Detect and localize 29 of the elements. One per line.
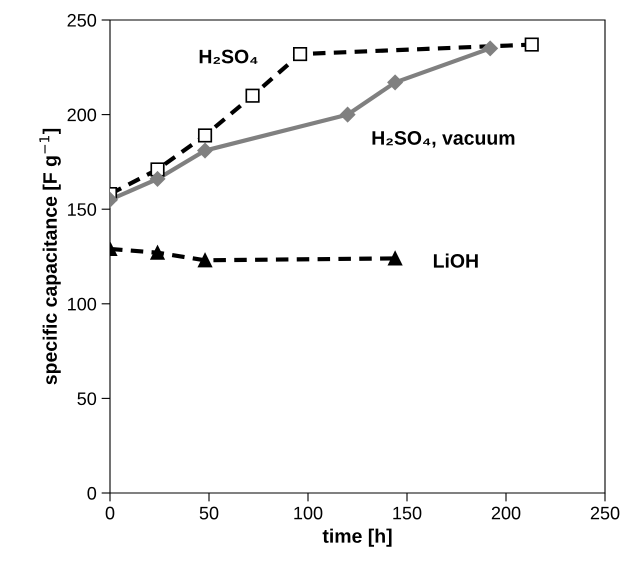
point <box>524 38 539 52</box>
point <box>197 142 213 158</box>
x-tick-label: 200 <box>492 506 520 520</box>
series-label: H₂SO₄ <box>200 50 258 64</box>
point <box>482 40 498 56</box>
x-tick-label: 0 <box>106 506 114 520</box>
point <box>150 171 166 187</box>
y-tick-label: 0 <box>87 486 96 500</box>
series-label: LiOH <box>434 253 478 268</box>
x-tick-label: 150 <box>393 506 422 520</box>
point <box>198 128 212 142</box>
point <box>150 246 165 260</box>
point <box>292 46 308 62</box>
point <box>388 251 402 266</box>
series-label: H₂SO₄, vacuum <box>372 131 514 148</box>
y-axis-title: specific capacitance [F g$^{−1}$] <box>39 128 61 385</box>
point <box>340 106 356 122</box>
point <box>245 88 260 103</box>
x-tick-label: 250 <box>590 506 620 520</box>
y-tick-label: 100 <box>68 298 96 311</box>
x-tick-label: 50 <box>200 506 218 520</box>
point <box>198 253 212 268</box>
point <box>387 74 403 90</box>
x-axis-title: time [h] <box>322 528 392 547</box>
x-tick-label: 100 <box>294 506 322 520</box>
y-tick-label: 150 <box>68 203 96 216</box>
y-tick-label: 50 <box>77 392 96 406</box>
y-tick-label: 250 <box>68 14 96 27</box>
y-tick-label: 200 <box>68 108 96 122</box>
